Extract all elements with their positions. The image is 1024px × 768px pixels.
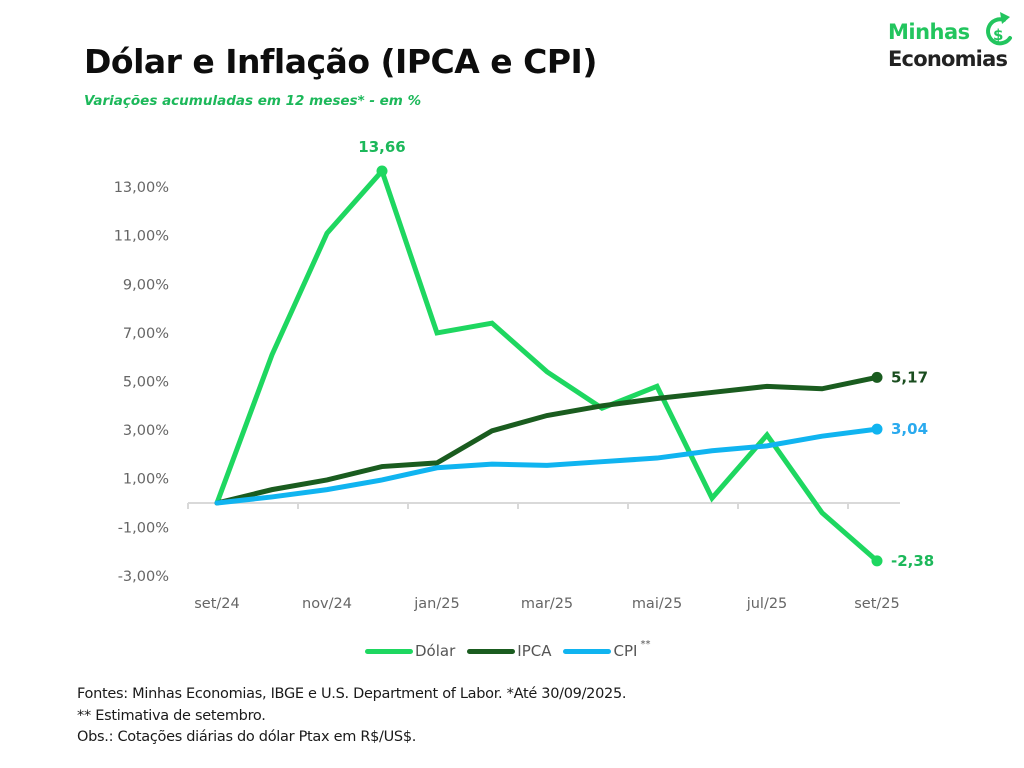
line-chart: -3,00% -1,00% 1,00% 3,00% 5,00% 7,00% 9,00% 11,… [114, 138, 935, 612]
svg-text:$: $ [993, 26, 1003, 44]
x-tick-label: mai/25 [632, 596, 682, 612]
x-tick-label: set/25 [854, 596, 900, 612]
y-tick-label: 11,00% [114, 229, 169, 245]
data-point-marker [871, 371, 883, 383]
data-label: -2,38 [891, 552, 934, 570]
series-lines [214, 166, 880, 564]
data-point-marker [376, 165, 388, 177]
legend-item-ipca: IPCA [467, 642, 551, 660]
series-line-dlar [214, 166, 880, 564]
legend-label: CPI [613, 642, 638, 660]
legend-footnote-mark: ** [640, 638, 651, 650]
data-label: 3,04 [891, 420, 928, 438]
legend-swatch [563, 648, 612, 654]
data-markers: 13,66 -2,38 5,17 3,04 [358, 138, 934, 570]
y-tick-label: 7,00% [123, 326, 169, 342]
data-label: 5,17 [891, 368, 928, 386]
x-tick-label: jul/25 [746, 596, 788, 612]
brand-logo: Minhas Economias $ [888, 12, 1023, 76]
legend-label: Dólar [415, 642, 456, 660]
y-axis: -3,00% -1,00% 1,00% 3,00% 5,00% 7,00% 9,00% 11,… [114, 180, 169, 585]
y-tick-label: 3,00% [123, 423, 169, 439]
dollar-cycle-arrow-icon: $ [986, 12, 1012, 46]
data-label: 13,66 [358, 138, 405, 156]
data-point-marker [871, 555, 883, 567]
y-tick-label: 9,00% [123, 277, 169, 293]
legend-item-dlar: Dólar [365, 642, 455, 660]
legend-item-cpi: CPI ** [563, 638, 651, 660]
x-tick-label: jan/25 [413, 596, 459, 612]
legend-swatch [365, 648, 413, 654]
legend-swatch [467, 648, 516, 654]
logo-text-line1: Minhas [888, 20, 970, 44]
x-tick-label: mar/25 [521, 596, 573, 612]
footnote-obs: Obs.: Cotações diárias do dólar Ptax em … [77, 729, 417, 745]
footnote-estimate: ** Estimativa de setembro. [77, 707, 266, 724]
y-tick-label: -3,00% [118, 569, 169, 585]
series-line-cpi [214, 426, 880, 506]
y-tick-label: 1,00% [123, 472, 169, 488]
x-tick-label: set/24 [194, 596, 240, 612]
footnote-sources: Fontes: Minhas Economias, IBGE e U.S. De… [77, 686, 627, 702]
y-tick-label: 13,00% [114, 180, 169, 196]
data-point-marker [871, 423, 883, 435]
legend-label: IPCA [517, 642, 552, 660]
x-axis: set/24 nov/24 jan/25 mar/25 mai/25 jul/25 set/… [187, 502, 900, 612]
x-tick-label: nov/24 [302, 596, 352, 612]
series-line-ipca [214, 374, 880, 506]
footnotes: Fontes: Minhas Economias, IBGE e U.S. De… [77, 684, 626, 749]
chart-legend: Dólar IPCA CPI ** [365, 638, 662, 660]
logo-text-line2: Economias [888, 47, 1008, 71]
y-tick-label: -1,00% [118, 520, 169, 536]
chart-subtitle: Variações acumuladas em 12 meses* - em % [84, 93, 422, 109]
chart-title: Dólar e Inflação (IPCA e CPI) [84, 42, 597, 81]
y-tick-label: 5,00% [123, 375, 169, 391]
